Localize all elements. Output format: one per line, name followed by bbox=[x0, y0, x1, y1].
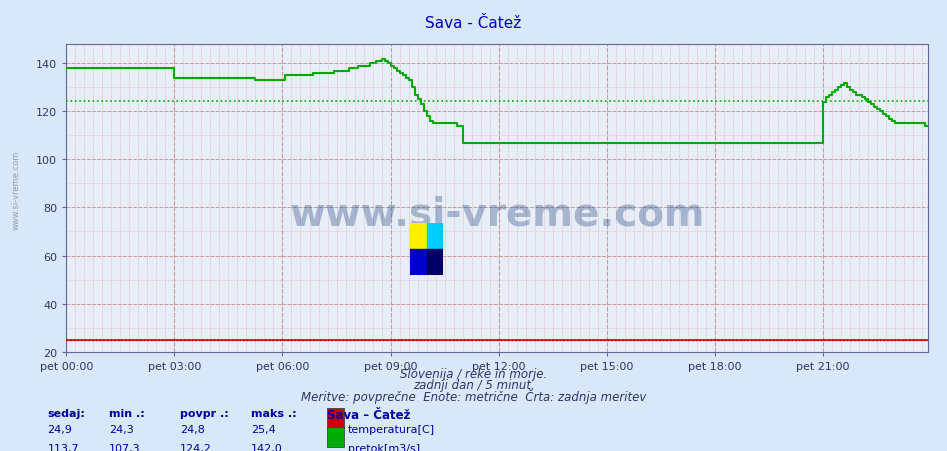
Bar bbox=[327, 408, 344, 428]
Text: Slovenija / reke in morje.: Slovenija / reke in morje. bbox=[400, 368, 547, 381]
Text: zadnji dan / 5 minut.: zadnji dan / 5 minut. bbox=[413, 378, 534, 391]
Polygon shape bbox=[410, 223, 426, 249]
Text: maks .:: maks .: bbox=[251, 408, 296, 418]
Polygon shape bbox=[426, 249, 443, 275]
Text: min .:: min .: bbox=[109, 408, 145, 418]
Text: 24,3: 24,3 bbox=[109, 424, 134, 434]
Text: Sava - Čatež: Sava - Čatež bbox=[425, 16, 522, 31]
Text: www.si-vreme.com: www.si-vreme.com bbox=[11, 150, 21, 229]
Text: 24,8: 24,8 bbox=[180, 424, 205, 434]
Text: temperatura[C]: temperatura[C] bbox=[348, 424, 435, 434]
Polygon shape bbox=[426, 223, 443, 249]
Text: 25,4: 25,4 bbox=[251, 424, 276, 434]
Text: povpr .:: povpr .: bbox=[180, 408, 228, 418]
Text: 107,3: 107,3 bbox=[109, 443, 140, 451]
Text: Meritve: povprečne  Enote: metrične  Črta: zadnja meritev: Meritve: povprečne Enote: metrične Črta:… bbox=[301, 388, 646, 403]
Polygon shape bbox=[410, 249, 426, 275]
Text: 113,7: 113,7 bbox=[47, 443, 79, 451]
Text: 24,9: 24,9 bbox=[47, 424, 72, 434]
Text: Sava – Čatež: Sava – Čatež bbox=[327, 408, 410, 421]
Text: www.si-vreme.com: www.si-vreme.com bbox=[290, 195, 705, 233]
Text: sedaj:: sedaj: bbox=[47, 408, 85, 418]
Text: pretok[m3/s]: pretok[m3/s] bbox=[348, 443, 420, 451]
Bar bbox=[327, 427, 344, 447]
Text: 124,2: 124,2 bbox=[180, 443, 212, 451]
Text: 142,0: 142,0 bbox=[251, 443, 283, 451]
